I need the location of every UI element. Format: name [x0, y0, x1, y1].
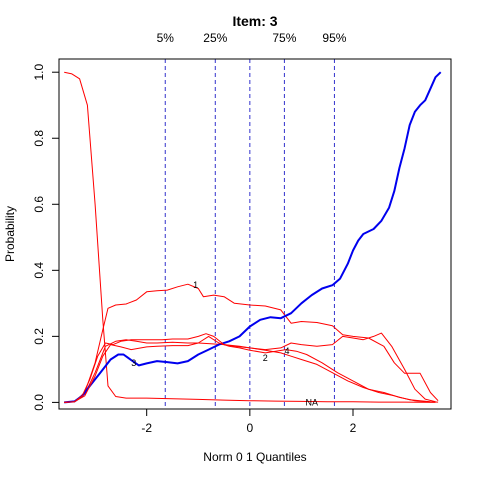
curve-label: 2	[263, 353, 268, 363]
quantile-lines	[164, 59, 335, 409]
x-tick-label: 2	[350, 421, 357, 435]
y-tick-label: 0.2	[32, 328, 46, 345]
y-tick-label: 0.8	[32, 130, 46, 147]
series-line	[64, 332, 436, 403]
series-line	[64, 335, 431, 403]
y-tick-label: 0.4	[32, 262, 46, 279]
chart-title: Item: 3	[232, 13, 277, 29]
curve-label: NA	[305, 397, 318, 407]
quantile-label: 25%	[203, 31, 227, 45]
series-line	[64, 71, 436, 403]
series-line	[64, 283, 439, 403]
quantile-labels: 5% 25% 75% 95%	[157, 31, 347, 45]
quantile-label: 75%	[272, 31, 296, 45]
y-axis-title: Probability	[3, 206, 17, 262]
y-tick-label: 1.0	[32, 64, 46, 81]
y-tick-label: 0.0	[32, 394, 46, 411]
series-line	[64, 71, 442, 404]
curve-label: 4	[284, 346, 289, 356]
y-tick-label: 0.6	[32, 196, 46, 213]
x-axis: -2 0 2	[141, 408, 357, 435]
curve-label: 1	[193, 280, 198, 290]
y-axis: 0.0 0.2 0.4 0.6 0.8 1.0	[32, 64, 60, 411]
curve-labels: NA 1 2 3 4	[131, 280, 318, 407]
quantile-label: 95%	[322, 31, 346, 45]
quantile-label: 5%	[157, 31, 175, 45]
plot-frame	[58, 58, 452, 410]
x-tick-label: 0	[246, 421, 253, 435]
x-axis-title: Norm 0 1 Quantiles	[203, 450, 306, 464]
x-tick-label: -2	[141, 421, 152, 435]
series-lines	[64, 71, 442, 404]
curve-label: 3	[131, 358, 136, 368]
series-line	[64, 339, 439, 403]
